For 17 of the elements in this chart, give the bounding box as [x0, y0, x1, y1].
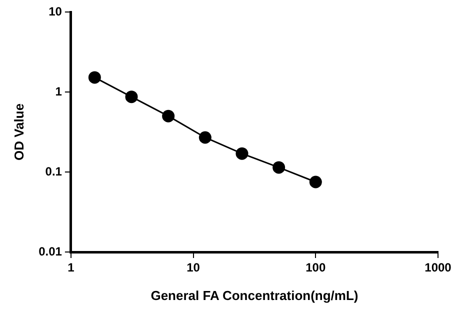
y-tick-label: 0.01: [38, 244, 62, 258]
point: [88, 71, 101, 84]
y-tick-label: 10: [48, 4, 62, 18]
y-tick-label: 0.1: [45, 164, 62, 178]
point: [272, 161, 286, 174]
x-axis-title: General FA Concentration(ng/mL): [150, 288, 358, 303]
x-tick-label: 10: [186, 260, 200, 275]
x-tick-label: 1: [68, 260, 75, 275]
point: [162, 110, 175, 122]
y-tick-label: 1: [55, 84, 62, 98]
y-axis-title: OD Value: [11, 103, 26, 161]
point: [309, 176, 322, 188]
x-tick-label: 100: [306, 260, 326, 275]
x-tick-label: 1000: [424, 260, 452, 275]
point: [236, 147, 248, 160]
point: [198, 131, 212, 144]
point: [125, 90, 138, 104]
